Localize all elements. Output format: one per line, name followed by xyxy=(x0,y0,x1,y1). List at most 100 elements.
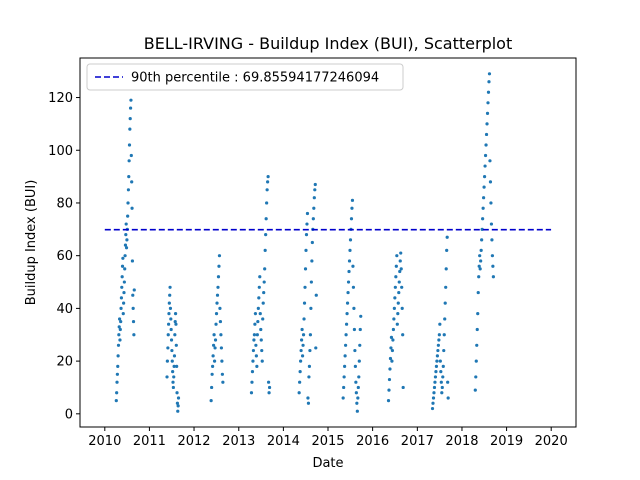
data-point xyxy=(116,343,121,347)
data-point xyxy=(476,312,480,316)
data-point xyxy=(267,385,272,390)
data-point xyxy=(395,322,399,326)
data-point xyxy=(263,248,267,253)
data-point xyxy=(307,375,311,379)
data-point xyxy=(262,280,266,284)
data-point xyxy=(355,401,359,405)
data-point xyxy=(474,375,478,379)
y-tick-label: 100 xyxy=(48,144,73,159)
data-point xyxy=(442,348,446,353)
data-point xyxy=(312,206,316,210)
data-point xyxy=(399,267,403,271)
data-point xyxy=(301,343,305,347)
data-point xyxy=(398,259,402,263)
data-point xyxy=(307,364,312,368)
data-point xyxy=(351,285,356,289)
x-tick-label: 2015 xyxy=(311,434,344,449)
data-point xyxy=(265,188,269,192)
x-tick-label: 2018 xyxy=(445,434,478,449)
data-point xyxy=(128,106,133,110)
data-point xyxy=(124,222,128,226)
data-point xyxy=(484,132,489,137)
data-point xyxy=(131,306,135,310)
data-point xyxy=(357,375,361,379)
data-point xyxy=(443,301,447,305)
data-point xyxy=(122,290,126,295)
data-point xyxy=(252,333,257,337)
data-point xyxy=(302,317,306,321)
data-point xyxy=(214,322,218,326)
data-point xyxy=(115,380,119,384)
data-point xyxy=(124,246,129,250)
data-point xyxy=(127,175,131,179)
data-point xyxy=(388,356,393,361)
data-point xyxy=(399,251,403,255)
data-point xyxy=(215,293,220,297)
data-point xyxy=(486,101,490,105)
data-point xyxy=(257,296,261,300)
data-point xyxy=(489,201,493,205)
x-axis-title: Date xyxy=(312,456,343,471)
data-point xyxy=(473,388,477,392)
data-point xyxy=(167,301,171,305)
y-tick-label: 60 xyxy=(56,249,73,264)
data-point xyxy=(127,143,132,147)
data-point xyxy=(396,301,400,305)
data-point xyxy=(358,343,362,347)
data-point xyxy=(482,185,486,189)
data-point xyxy=(390,359,394,363)
data-point xyxy=(310,259,314,263)
data-point xyxy=(432,385,437,390)
data-point xyxy=(131,319,136,324)
chart-title: BELL-IRVING - Buildup Index (BUI), Scatt… xyxy=(144,34,512,53)
data-point xyxy=(266,175,270,179)
data-point xyxy=(261,317,265,321)
data-point xyxy=(435,354,439,358)
data-point xyxy=(310,240,314,245)
data-point xyxy=(353,364,357,368)
data-point xyxy=(347,269,351,274)
y-tick-label: 80 xyxy=(56,196,73,211)
x-tick-label: 2013 xyxy=(222,434,255,449)
y-axis: 0 20 40 60 80 100 120 xyxy=(48,91,80,422)
data-point xyxy=(258,312,262,316)
data-point xyxy=(474,359,478,363)
data-point xyxy=(221,380,225,384)
data-point xyxy=(167,312,171,316)
data-point xyxy=(174,322,178,326)
data-point xyxy=(394,275,398,279)
data-point xyxy=(175,391,179,395)
data-point xyxy=(212,333,216,337)
data-point xyxy=(211,364,215,368)
data-point xyxy=(298,370,302,374)
data-point xyxy=(176,396,181,400)
data-point xyxy=(303,267,308,271)
data-point xyxy=(352,327,356,332)
data-point xyxy=(116,364,120,368)
data-point xyxy=(444,267,448,271)
data-point xyxy=(125,238,129,242)
data-point xyxy=(344,322,349,326)
y-tick-label: 0 xyxy=(65,407,73,422)
data-point xyxy=(354,380,358,384)
data-point xyxy=(249,391,254,395)
data-point xyxy=(314,346,318,350)
data-point xyxy=(348,238,353,242)
data-point xyxy=(347,259,352,263)
data-point xyxy=(482,175,487,179)
data-point xyxy=(119,319,123,324)
data-point xyxy=(122,301,126,305)
data-point xyxy=(176,409,180,413)
data-point xyxy=(392,317,396,321)
data-point xyxy=(121,256,125,260)
data-point xyxy=(476,290,480,295)
data-point xyxy=(401,333,405,337)
data-point xyxy=(265,201,269,205)
data-point xyxy=(488,159,492,163)
data-point xyxy=(267,391,271,395)
data-point xyxy=(300,354,305,358)
x-tick-label: 2019 xyxy=(490,434,523,449)
x-axis: 2010 2011 2012 2013 2014 2015 2016 2017 2018 2019… xyxy=(88,427,568,449)
data-point xyxy=(115,391,119,395)
data-point xyxy=(359,314,363,318)
